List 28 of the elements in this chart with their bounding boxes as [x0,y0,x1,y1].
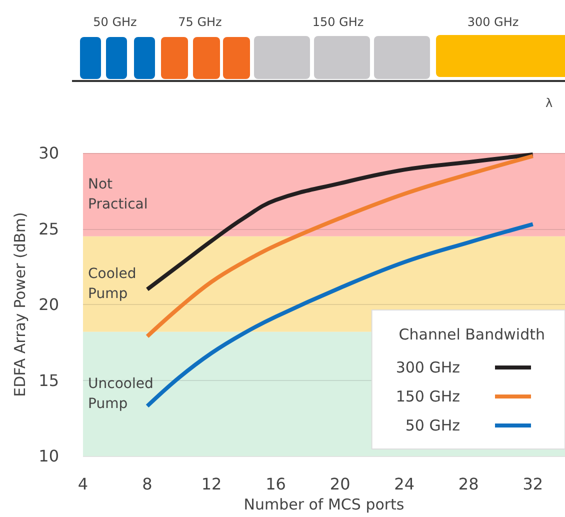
text: λ [544,95,554,112]
y-tick-label: 20 [38,295,59,314]
band-label: Not Practical [88,176,148,213]
line-series [145,152,535,292]
x-tick-label: 8 [142,474,152,494]
text: 50 GHz [92,14,138,31]
y-tick-label: 25 [38,219,59,238]
legend-label: 150 GHz [396,388,460,406]
x-tick-label: 4 [78,474,88,494]
y-axis-title: EDFA Array Power (dBm) [11,212,30,397]
band-label: Uncooled Pump [88,376,158,412]
band-label: Cooled Pump [88,266,141,302]
text: 75 GHz [177,14,223,31]
x-tick-label: 32 [522,474,544,494]
x-tick-label: 16 [266,474,286,494]
legend-label: 300 GHz [396,358,460,376]
x-tick-label: 28 [458,474,479,494]
y-tick-label: 30 [38,144,59,162]
x-axis-title: Number of MCS ports [244,496,404,514]
y-tick-label: 15 [38,370,59,390]
text: 300 GHz [466,14,520,31]
text: 150 GHz [311,14,365,31]
legend-label: 50 GHz [405,416,460,434]
x-tick-label: 20 [330,474,350,494]
x-tick-label: 24 [394,474,415,494]
y-tick-label: 10 [38,446,59,466]
x-tick-label: 12 [201,474,222,494]
legend-title: Channel Bandwidth [398,326,546,344]
